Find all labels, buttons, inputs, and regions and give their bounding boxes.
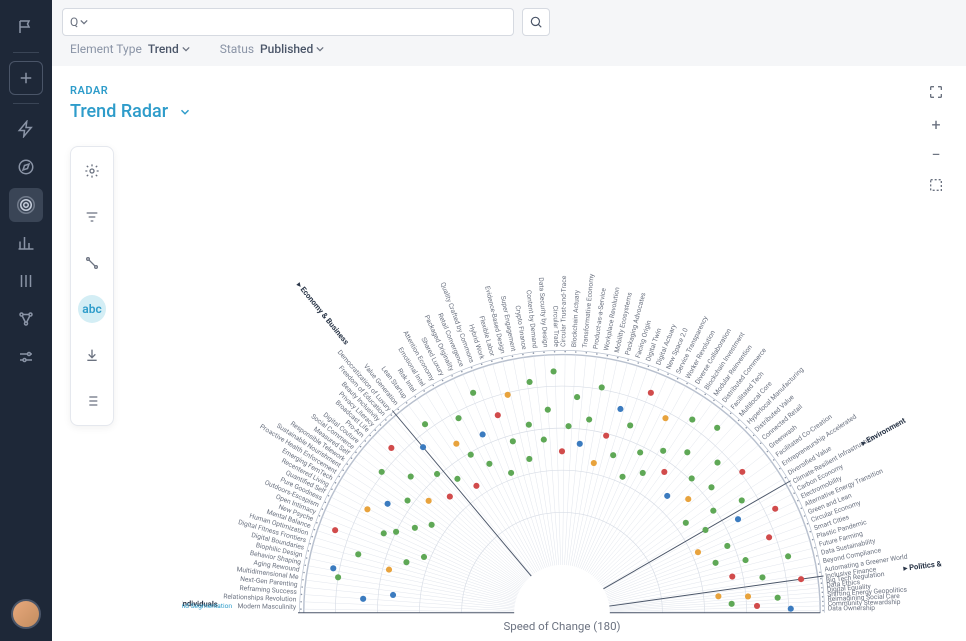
page-header: RADAR Trend Radar [70, 84, 192, 122]
fullscreen-icon[interactable] [928, 84, 944, 103]
divider [13, 52, 39, 53]
topbar: Q [52, 0, 966, 36]
flag-icon[interactable] [9, 10, 43, 44]
svg-text:Circular Trust-and-Trace: Circular Trust-and-Trace [559, 275, 568, 347]
list-icon[interactable] [78, 387, 106, 415]
svg-text:Data Security by Design: Data Security by Design [537, 277, 550, 348]
filter-bar: Element TypeTrend StatusPublished [52, 36, 966, 66]
filter-status[interactable]: StatusPublished [220, 42, 325, 56]
search-input[interactable] [62, 8, 514, 36]
svg-text:Trend Segmentation: Trend Segmentation [182, 602, 232, 610]
download-icon[interactable] [78, 341, 106, 369]
columns-icon[interactable] [9, 264, 43, 298]
network-icon[interactable] [9, 302, 43, 336]
settings-icon[interactable] [78, 157, 106, 185]
user-avatar[interactable] [11, 599, 41, 629]
zoom-in-icon[interactable]: + [931, 117, 940, 133]
compass-icon[interactable] [9, 150, 43, 184]
zoom-out-icon[interactable]: − [931, 147, 940, 163]
nav-sidebar [0, 0, 52, 641]
page-title[interactable]: Trend Radar [70, 101, 192, 122]
add-button[interactable] [9, 61, 43, 95]
bolt-icon[interactable] [9, 112, 43, 146]
svg-text:Data Ownership: Data Ownership [828, 604, 875, 612]
svg-text:Speed of Change (180): Speed of Change (180) [503, 619, 620, 633]
labels-toggle[interactable]: abc [78, 295, 106, 323]
link-icon[interactable] [78, 249, 106, 277]
sliders-icon[interactable] [9, 340, 43, 374]
content-area: RADAR Trend Radar + − abc Modern Masculi… [52, 66, 966, 641]
radar-icon[interactable] [9, 188, 43, 222]
fit-icon[interactable] [928, 177, 944, 196]
svg-text:▸ Environment: ▸ Environment [859, 416, 908, 448]
view-controls: + − [928, 84, 944, 196]
svg-text:Blockchain Actuary: Blockchain Actuary [570, 289, 581, 347]
filter-element-type[interactable]: Element TypeTrend [70, 42, 190, 56]
svg-text:▸ Economy & Business: ▸ Economy & Business [294, 280, 350, 347]
radar-chart: Modern MasculinityRelationships Revoluti… [182, 211, 942, 641]
chart-icon[interactable] [9, 226, 43, 260]
svg-text:Modern Masculinity: Modern Masculinity [237, 602, 297, 611]
breadcrumb: RADAR [70, 84, 192, 97]
tool-panel: abc [70, 146, 114, 426]
divider [13, 103, 39, 104]
svg-text:▸ Politics & Law: ▸ Politics & Law [902, 557, 942, 573]
filter-icon[interactable] [78, 203, 106, 231]
search-prefix: Q [70, 15, 88, 29]
search-button[interactable] [522, 8, 550, 36]
